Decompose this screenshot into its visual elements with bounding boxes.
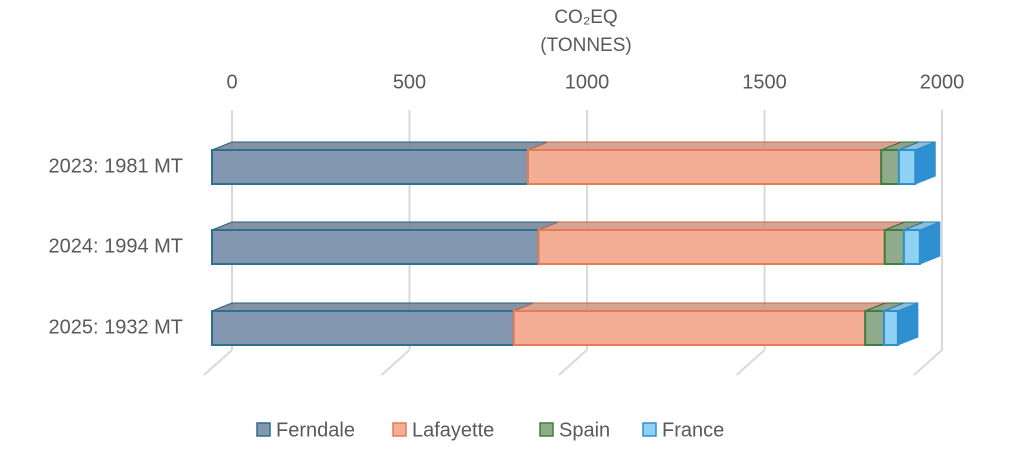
- bar-front-face: [537, 229, 886, 265]
- bar-segment: [883, 302, 919, 346]
- bar-top-face: [211, 221, 559, 231]
- legend-label: France: [662, 419, 724, 441]
- bar-front-face: [883, 229, 905, 265]
- y-tick-label: 2023: 1981 MT: [48, 155, 183, 177]
- legend-swatch: [539, 422, 554, 437]
- grid-floor-line: [735, 349, 766, 376]
- bar-segment: [526, 141, 902, 185]
- bar-top-face: [211, 141, 549, 151]
- bar-segment: [211, 141, 549, 185]
- bar-top-face: [211, 302, 534, 312]
- bar-segment: [880, 141, 920, 185]
- grid-floor-line: [913, 349, 943, 376]
- bar-front-face: [211, 149, 529, 185]
- y-tick-label: 2024: 1994 MT: [48, 235, 183, 257]
- bar-front-face: [211, 229, 540, 265]
- chart-title-line: (TONNES): [540, 35, 631, 56]
- bar-side-face: [919, 221, 941, 265]
- legend-swatch: [642, 422, 657, 437]
- bar-side-face: [897, 302, 919, 346]
- grid-floor-line: [380, 349, 411, 376]
- bar-front-face: [880, 149, 900, 185]
- bar-segment: [211, 221, 559, 265]
- bar-segment: [537, 221, 905, 265]
- bar-front-face: [897, 149, 917, 185]
- y-tick-label: 2025: 1932 MT: [48, 316, 183, 338]
- bar-segment: [897, 141, 936, 185]
- chart-title-line: CO₂EQ: [554, 7, 617, 28]
- legend-swatch: [392, 422, 407, 437]
- bar-front-face: [883, 310, 899, 346]
- bar-segment: [211, 302, 534, 346]
- x-tick-label: 0: [226, 71, 237, 93]
- x-tick-label: 1500: [742, 71, 787, 93]
- legend-swatch: [256, 422, 271, 437]
- legend-label: Spain: [559, 419, 610, 441]
- bar-front-face: [211, 310, 515, 346]
- grid-floor-line: [558, 349, 588, 376]
- x-tick-label: 500: [393, 71, 426, 93]
- bar-top-face: [538, 221, 905, 231]
- x-tick-label: 2000: [920, 71, 965, 93]
- bar-front-face: [864, 310, 886, 346]
- legend-label: Ferndale: [276, 419, 355, 441]
- bar-side-face: [914, 141, 936, 185]
- bar-front-face: [526, 149, 883, 185]
- bar-front-face: [512, 310, 867, 346]
- bar-top-face: [527, 141, 902, 151]
- legend-label: Lafayette: [412, 419, 494, 441]
- grid-floor-line: [203, 349, 233, 376]
- bar-front-face: [902, 229, 921, 265]
- bar-top-face: [513, 302, 886, 312]
- bar-segment: [902, 221, 941, 265]
- bar-segment: [512, 302, 886, 346]
- x-tick-label: 1000: [565, 71, 610, 93]
